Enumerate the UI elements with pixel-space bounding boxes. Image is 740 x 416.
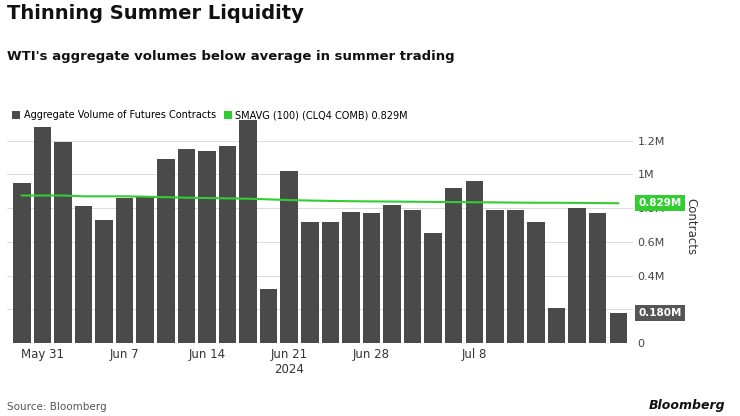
Bar — [116, 198, 133, 343]
Bar — [301, 222, 318, 343]
Bar — [486, 210, 504, 343]
Text: Bloomberg: Bloomberg — [648, 399, 725, 412]
Bar — [507, 210, 524, 343]
Bar — [198, 151, 215, 343]
Bar — [260, 289, 278, 343]
Bar — [589, 213, 607, 343]
Bar — [33, 127, 51, 343]
Text: Source: Bloomberg: Source: Bloomberg — [7, 402, 107, 412]
Bar — [13, 183, 30, 343]
Text: 0.180M: 0.180M — [639, 308, 682, 318]
Bar — [528, 222, 545, 343]
Y-axis label: Contracts: Contracts — [684, 198, 697, 255]
Bar — [219, 146, 236, 343]
Bar — [425, 233, 442, 343]
Bar — [322, 222, 339, 343]
Bar — [383, 205, 401, 343]
Bar — [342, 211, 360, 343]
Bar — [548, 308, 565, 343]
Bar — [75, 206, 92, 343]
Bar — [445, 188, 462, 343]
Text: WTI's aggregate volumes below average in summer trading: WTI's aggregate volumes below average in… — [7, 50, 455, 63]
Bar — [239, 120, 257, 343]
Bar — [280, 171, 298, 343]
Bar — [465, 181, 483, 343]
Bar — [95, 220, 112, 343]
Bar — [363, 213, 380, 343]
Bar — [136, 196, 154, 343]
Bar — [610, 313, 627, 343]
Bar — [404, 210, 421, 343]
Bar — [178, 149, 195, 343]
Text: Thinning Summer Liquidity: Thinning Summer Liquidity — [7, 4, 304, 23]
Bar — [568, 208, 586, 343]
Legend: Aggregate Volume of Futures Contracts, SMAVG (100) (CLQ4 COMB) 0.829M: Aggregate Volume of Futures Contracts, S… — [13, 110, 408, 121]
Bar — [157, 159, 175, 343]
Bar — [54, 142, 72, 343]
Text: 0.829M: 0.829M — [639, 198, 682, 208]
